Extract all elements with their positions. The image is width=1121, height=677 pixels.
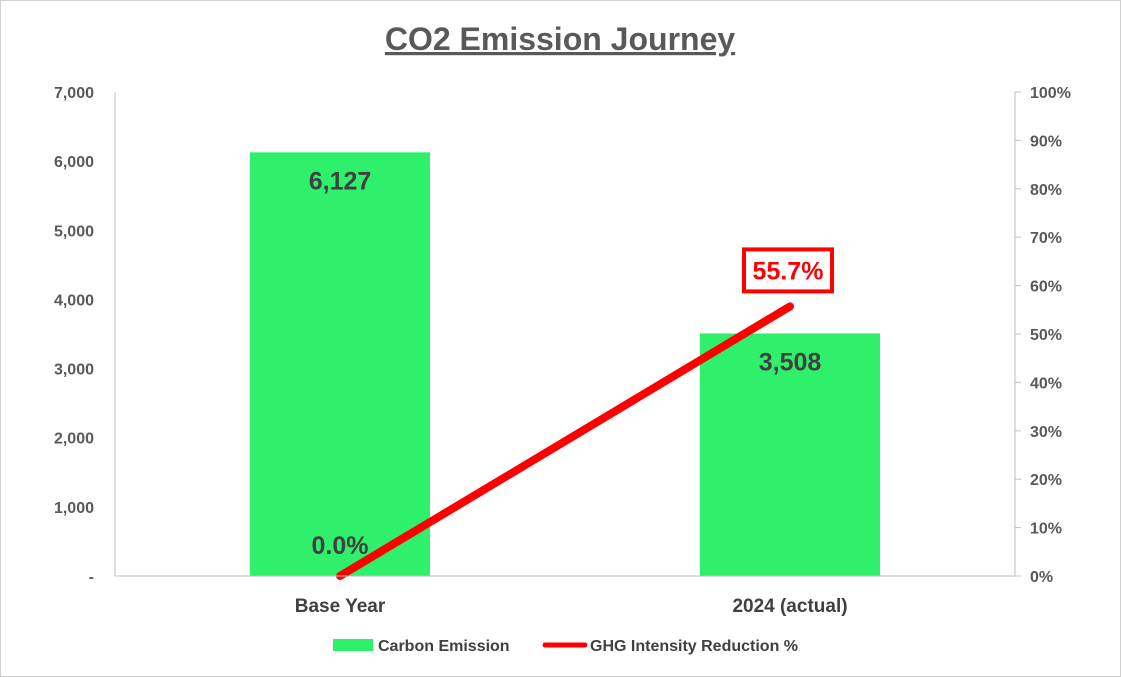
right-axis-tick-label: 10% xyxy=(1030,521,1062,538)
right-axis-tick-label: 0% xyxy=(1030,569,1053,586)
legend: Carbon Emission GHG Intensity Reduction % xyxy=(333,638,798,655)
left-axis-tick-label: 5,000 xyxy=(54,223,94,240)
right-axis-tick-label: 100% xyxy=(1030,85,1071,102)
right-axis-tick-label: 70% xyxy=(1030,230,1062,247)
bar xyxy=(700,333,880,576)
right-axis: 0% 10% 20% 30% 40% 50% 60% 70% 80% 90% 100% xyxy=(1014,85,1071,586)
left-axis-tick-label: 4,000 xyxy=(54,292,94,309)
left-axis-tick-label: 1,000 xyxy=(54,500,94,517)
left-axis-tick-label: 3,000 xyxy=(54,362,94,379)
left-axis-tick-label: 7,000 xyxy=(54,85,94,102)
line-data-label: 0.0% xyxy=(312,532,369,560)
legend-swatch-bar xyxy=(333,639,373,651)
bar-series: 6,127 3,508 xyxy=(250,152,880,577)
category-label: 2024 (actual) xyxy=(732,596,847,617)
left-axis-tick-label: - xyxy=(89,569,94,586)
legend-label-line: GHG Intensity Reduction % xyxy=(590,638,798,655)
bar-data-label: 3,508 xyxy=(759,348,822,376)
line-data-label-callout: 55.7% xyxy=(753,257,824,285)
chart-title: CO2 Emission Journey xyxy=(385,21,736,57)
line-series: 0.0% 55.7% xyxy=(312,247,834,580)
category-axis: Base Year 2024 (actual) xyxy=(115,575,1015,617)
right-axis-tick-label: 20% xyxy=(1030,472,1062,489)
right-axis-tick-label: 40% xyxy=(1030,375,1062,392)
right-axis-tick-label: 50% xyxy=(1030,327,1062,344)
left-axis-tick-label: 2,000 xyxy=(54,431,94,448)
bar xyxy=(250,152,430,577)
right-axis-tick-label: 60% xyxy=(1030,279,1062,296)
right-axis-tick-label: 30% xyxy=(1030,424,1062,441)
category-label: Base Year xyxy=(295,596,386,617)
right-axis-tick-label: 80% xyxy=(1030,182,1062,199)
bar-data-label: 6,127 xyxy=(309,167,372,195)
line-path xyxy=(336,302,794,580)
legend-label-bar: Carbon Emission xyxy=(378,638,510,655)
left-axis: - 1,000 2,000 3,000 4,000 5,000 6,000 7,000 xyxy=(54,85,116,586)
right-axis-tick-label: 90% xyxy=(1030,133,1062,150)
left-axis-tick-label: 6,000 xyxy=(54,154,94,171)
callout-box xyxy=(742,247,834,294)
